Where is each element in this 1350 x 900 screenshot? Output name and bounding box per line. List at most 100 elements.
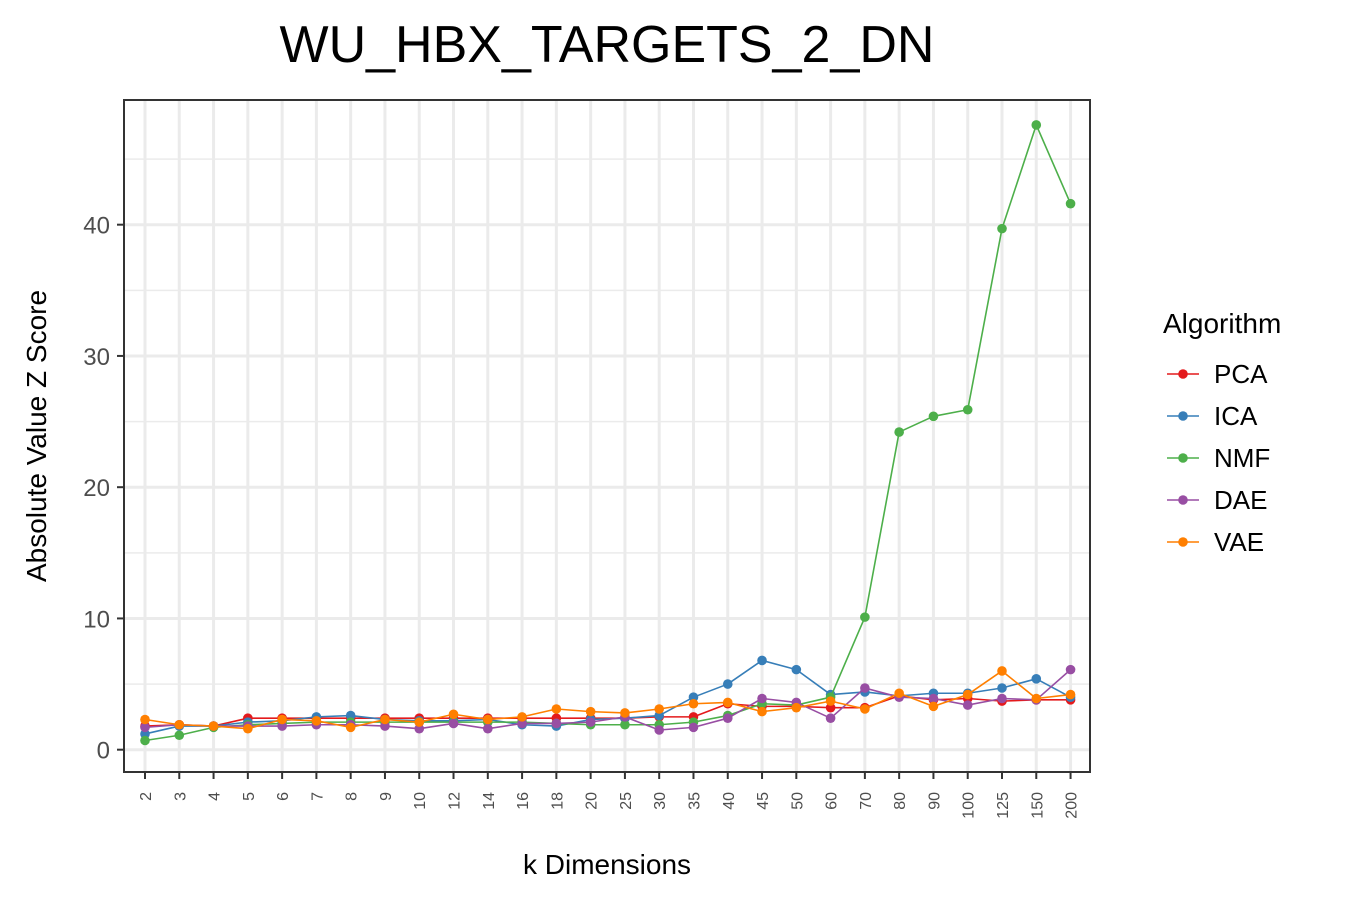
y-tick-label: 0: [97, 738, 110, 765]
data-point-vae: [311, 716, 322, 726]
x-tick-label: 50: [789, 792, 806, 810]
data-point-dae: [585, 717, 596, 727]
y-tick-label: 30: [83, 344, 110, 371]
data-point-ica: [654, 710, 664, 721]
data-point-vae: [1031, 693, 1042, 704]
series-line-vae: [144, 670, 1071, 730]
data-point-ica: [140, 729, 150, 739]
data-point-dae: [380, 721, 390, 731]
data-point-dae: [825, 713, 836, 723]
data-point-vae: [894, 688, 904, 699]
grid: [124, 100, 1090, 772]
data-point-nmf: [174, 730, 185, 741]
y-tick-label: 10: [83, 606, 110, 633]
data-point-vae: [208, 721, 219, 731]
data-point-vae: [757, 706, 767, 717]
data-point-ica: [791, 664, 802, 675]
x-tick-label: 150: [1029, 792, 1046, 819]
data-point-vae: [551, 704, 562, 714]
data-point-dae: [722, 713, 733, 723]
panel-border: [123, 99, 1091, 773]
data-point-vae: [345, 722, 356, 733]
x-tick-label: 35: [686, 792, 703, 810]
legend-label: PCA: [1214, 359, 1268, 389]
panel-background: [124, 100, 1090, 772]
data-point-vae: [962, 689, 973, 700]
series-layer: [140, 120, 1076, 746]
data-point-dae: [551, 718, 562, 729]
data-point-ica: [722, 679, 733, 689]
data-point-pca: [825, 702, 836, 713]
data-point-dae: [757, 693, 767, 704]
data-point-dae: [962, 700, 973, 710]
legend-key-point: [1178, 537, 1188, 547]
x-tick-label: 100: [961, 792, 978, 819]
data-point-dae: [483, 723, 493, 734]
x-tick-label: 16: [515, 792, 532, 810]
data-point-vae: [483, 714, 493, 725]
data-point-vae: [860, 704, 870, 714]
data-point-vae: [791, 702, 802, 713]
x-tick-label: 3: [172, 792, 189, 801]
data-point-vae: [997, 666, 1007, 676]
data-point-dae: [277, 721, 287, 731]
data-point-nmf: [1031, 120, 1042, 130]
data-point-vae: [620, 708, 630, 718]
x-tick-label: 25: [618, 792, 635, 810]
legend-item-vae: VAE: [1167, 527, 1264, 557]
x-tick-label: 60: [824, 792, 841, 810]
data-point-nmf: [1065, 198, 1076, 209]
data-point-vae: [517, 712, 527, 722]
legend-key-point: [1178, 411, 1188, 421]
data-point-vae: [1065, 689, 1076, 700]
series-line-dae: [144, 669, 1072, 731]
x-tick-label: 40: [721, 792, 738, 810]
x-tick-label: 30: [652, 792, 669, 810]
series-vae: [140, 666, 1076, 734]
data-point-vae: [825, 696, 836, 706]
data-point-ica: [688, 692, 699, 702]
data-point-vae: [928, 701, 939, 712]
x-tick-label: 45: [755, 792, 772, 810]
x-tick-label: 90: [926, 792, 943, 810]
data-point-dae: [928, 693, 939, 704]
data-point-dae: [517, 718, 527, 729]
x-tick-label: 80: [892, 792, 909, 810]
x-tick-label: 8: [344, 792, 361, 801]
x-tick-label: 4: [207, 792, 224, 801]
plot-panel: [123, 99, 1091, 773]
series-line-nmf: [144, 124, 1072, 742]
data-point-vae: [654, 704, 664, 714]
x-tick-label: 6: [275, 792, 292, 801]
legend-key-point: [1178, 495, 1188, 505]
legend-label: DAE: [1214, 485, 1267, 515]
y-axis-title: Absolute Value Z Score: [21, 290, 52, 582]
legend: Algorithm PCA ICA NMF DAE VAE: [1163, 308, 1281, 557]
x-tick-label: 70: [858, 792, 875, 810]
data-point-dae: [860, 683, 870, 693]
legend-label: NMF: [1214, 443, 1270, 473]
data-point-vae: [380, 714, 390, 725]
x-axis: 2 3 4 5 6 7 8 9 10 12 14 16 18 20 25 30 35 40 45 50 60 70 80 90…: [138, 772, 1081, 819]
chart-title: WU_HBX_TARGETS_2_DN: [280, 16, 935, 74]
data-point-ica: [757, 655, 767, 666]
data-point-dae: [997, 693, 1007, 704]
data-point-ica: [1031, 674, 1042, 684]
x-tick-label: 20: [584, 792, 601, 810]
legend-title: Algorithm: [1163, 308, 1281, 339]
data-point-ica: [997, 683, 1007, 693]
x-tick-label: 9: [378, 792, 395, 801]
x-tick-label: 5: [241, 792, 258, 801]
data-point-nmf: [928, 411, 939, 422]
y-axis: 0 10 20 30 40: [83, 213, 124, 765]
x-axis-title: k Dimensions: [523, 849, 691, 880]
data-point-dae: [1065, 664, 1076, 675]
x-tick-label: 10: [412, 792, 429, 810]
legend-item-ica: ICA: [1167, 401, 1258, 431]
y-tick-label: 20: [83, 475, 110, 502]
x-tick-label: 14: [481, 792, 498, 810]
series-dae: [140, 664, 1076, 735]
data-point-vae: [140, 714, 150, 725]
data-point-vae: [414, 717, 425, 727]
